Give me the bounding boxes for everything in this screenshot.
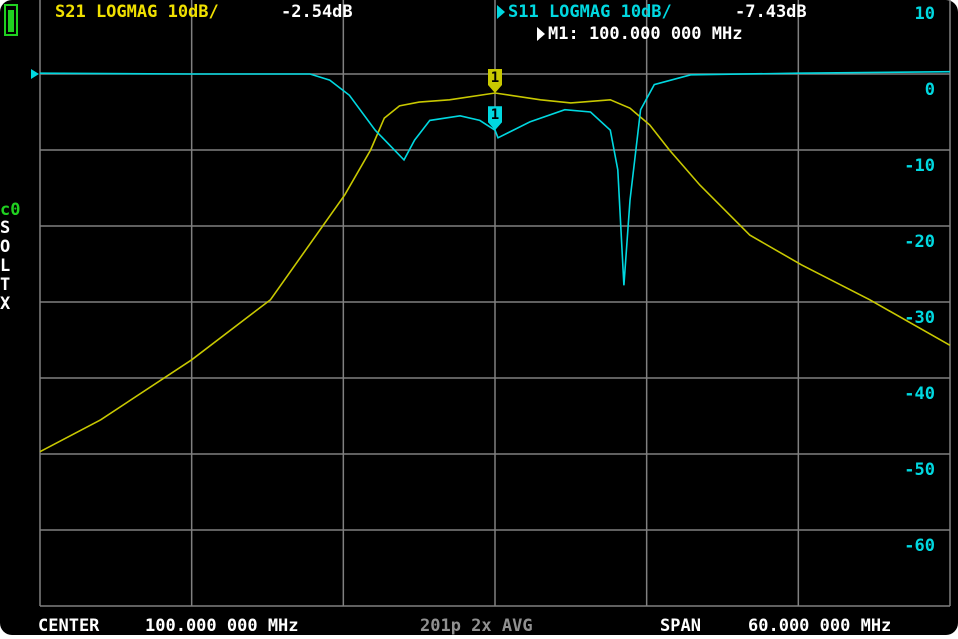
battery-level	[8, 10, 14, 32]
points-info: 201p 2x AVG	[420, 616, 533, 635]
cal-letter: X	[0, 294, 11, 314]
ch2-label: S11 LOGMAG 10dB/	[508, 2, 672, 22]
cal-letter: L	[0, 256, 10, 276]
trace	[39, 70, 951, 286]
marker	[488, 69, 502, 93]
center-label: CENTER	[38, 616, 100, 635]
active-channel-arrow	[497, 5, 505, 19]
reference-arrow	[31, 69, 39, 79]
y-tick-label: -40	[904, 384, 935, 404]
ch2-value: -7.43dB	[735, 2, 807, 22]
span-label: SPAN	[660, 616, 701, 635]
battery-icon	[4, 4, 18, 36]
trace	[39, 92, 951, 453]
marker-label: 1	[491, 70, 499, 86]
marker-info: M1: 100.000 000 MHz	[548, 24, 742, 44]
y-tick-label: -20	[904, 232, 935, 252]
ch1-value: -2.54dB	[281, 2, 353, 22]
y-tick-label: -50	[904, 460, 935, 480]
span-value: 60.000 000 MHz	[748, 616, 891, 635]
cal-letter: T	[0, 275, 10, 295]
cal-status: c0	[0, 200, 20, 220]
y-tick-label: 10	[915, 4, 935, 24]
y-tick-label: -10	[904, 156, 935, 176]
y-tick-label: 0	[925, 80, 935, 100]
marker	[488, 106, 502, 131]
center-value: 100.000 000 MHz	[145, 616, 299, 635]
marker-label: 1	[491, 107, 499, 123]
y-tick-label: -30	[904, 308, 935, 328]
y-tick-label: -60	[904, 536, 935, 556]
cal-letter: S	[0, 218, 10, 238]
ch1-label: S21 LOGMAG 10dB/	[55, 2, 219, 22]
plot: 10 0 -10 -20 -30 -40 -50 -60 1 1	[31, 0, 951, 607]
cal-letter: O	[0, 237, 10, 257]
marker-arrow	[537, 27, 545, 41]
